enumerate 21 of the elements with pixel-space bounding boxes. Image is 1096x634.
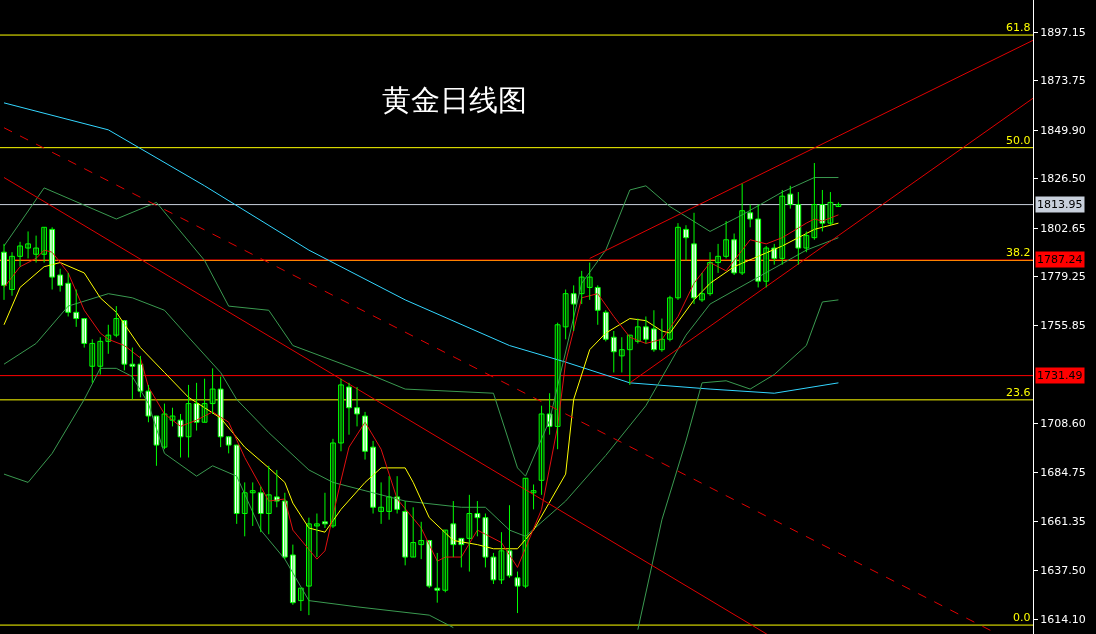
y-tick-label: 1849.90 [1040, 123, 1086, 137]
ref-line-label: 1787.24 [1037, 253, 1083, 266]
y-tick-label: 1661.35 [1040, 514, 1086, 528]
text: 黄金日线图 [382, 83, 528, 118]
y-tick-label: 1779.25 [1040, 270, 1086, 284]
annotation: 61.8 [1006, 21, 1031, 34]
annotation: 23.6 [1006, 386, 1031, 399]
y-tick-label: 1708.60 [1040, 416, 1086, 430]
y-tick-label: 1614.10 [1040, 612, 1086, 626]
annotation: 0.0 [1013, 611, 1031, 624]
y-tick-label: 1802.65 [1040, 221, 1086, 235]
ref-line-label: 1731.49 [1037, 369, 1083, 382]
y-tick-label: 1873.75 [1040, 74, 1086, 88]
y-tick-label: 1684.75 [1040, 466, 1086, 480]
y-tick-label: 1897.15 [1040, 25, 1086, 39]
ref-line-label: 1813.95 [1037, 198, 1083, 211]
y-tick-label: 1637.50 [1040, 564, 1086, 578]
y-tick-label: 1826.50 [1040, 172, 1086, 186]
y-tick-label: 1755.85 [1040, 318, 1086, 332]
annotation: 50.0 [1006, 134, 1031, 147]
annotation: 38.2 [1006, 246, 1031, 259]
